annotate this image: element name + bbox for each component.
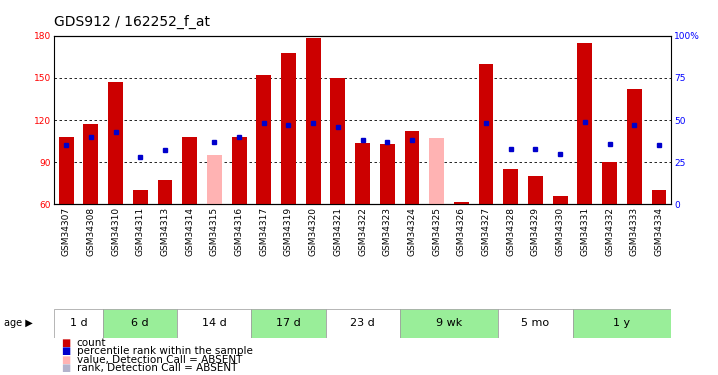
Text: ■: ■ <box>61 346 70 356</box>
Bar <box>330 78 345 204</box>
Text: count: count <box>77 338 106 348</box>
Bar <box>306 39 321 204</box>
Bar <box>325 309 400 338</box>
Bar <box>54 309 103 338</box>
Text: percentile rank within the sample: percentile rank within the sample <box>77 346 253 356</box>
Bar <box>281 53 296 204</box>
Bar <box>380 144 395 204</box>
Text: ■: ■ <box>61 355 70 364</box>
Bar <box>479 64 493 204</box>
Bar <box>400 309 498 338</box>
Bar <box>577 43 592 204</box>
Text: ■: ■ <box>61 338 70 348</box>
Text: 1 d: 1 d <box>70 318 88 328</box>
Text: 17 d: 17 d <box>276 318 301 328</box>
Bar <box>651 190 666 204</box>
Bar <box>133 190 148 204</box>
Bar <box>256 75 271 204</box>
Bar <box>232 137 246 204</box>
Text: value, Detection Call = ABSENT: value, Detection Call = ABSENT <box>77 355 242 364</box>
Bar <box>177 309 251 338</box>
Bar <box>83 124 98 204</box>
Bar <box>572 309 671 338</box>
Bar <box>355 142 370 204</box>
Text: 9 wk: 9 wk <box>436 318 462 328</box>
Text: 1 y: 1 y <box>613 318 630 328</box>
Bar <box>182 137 197 204</box>
Bar <box>602 162 617 204</box>
Text: 5 mo: 5 mo <box>521 318 549 328</box>
Bar <box>553 196 568 204</box>
Bar <box>498 309 572 338</box>
Bar <box>59 137 74 204</box>
Text: 23 d: 23 d <box>350 318 375 328</box>
Text: 6 d: 6 d <box>131 318 149 328</box>
Bar <box>251 309 325 338</box>
Text: GDS912 / 162252_f_at: GDS912 / 162252_f_at <box>54 15 210 29</box>
Bar <box>627 89 642 204</box>
Bar <box>528 176 543 204</box>
Bar <box>103 309 177 338</box>
Text: age ▶: age ▶ <box>4 318 32 328</box>
Bar <box>108 82 123 204</box>
Bar <box>157 180 172 204</box>
Bar <box>503 169 518 204</box>
Text: ■: ■ <box>61 363 70 373</box>
Text: rank, Detection Call = ABSENT: rank, Detection Call = ABSENT <box>77 363 237 373</box>
Text: 14 d: 14 d <box>202 318 227 328</box>
Bar <box>429 138 444 204</box>
Bar <box>404 131 419 204</box>
Bar <box>207 155 222 204</box>
Bar <box>454 202 469 204</box>
